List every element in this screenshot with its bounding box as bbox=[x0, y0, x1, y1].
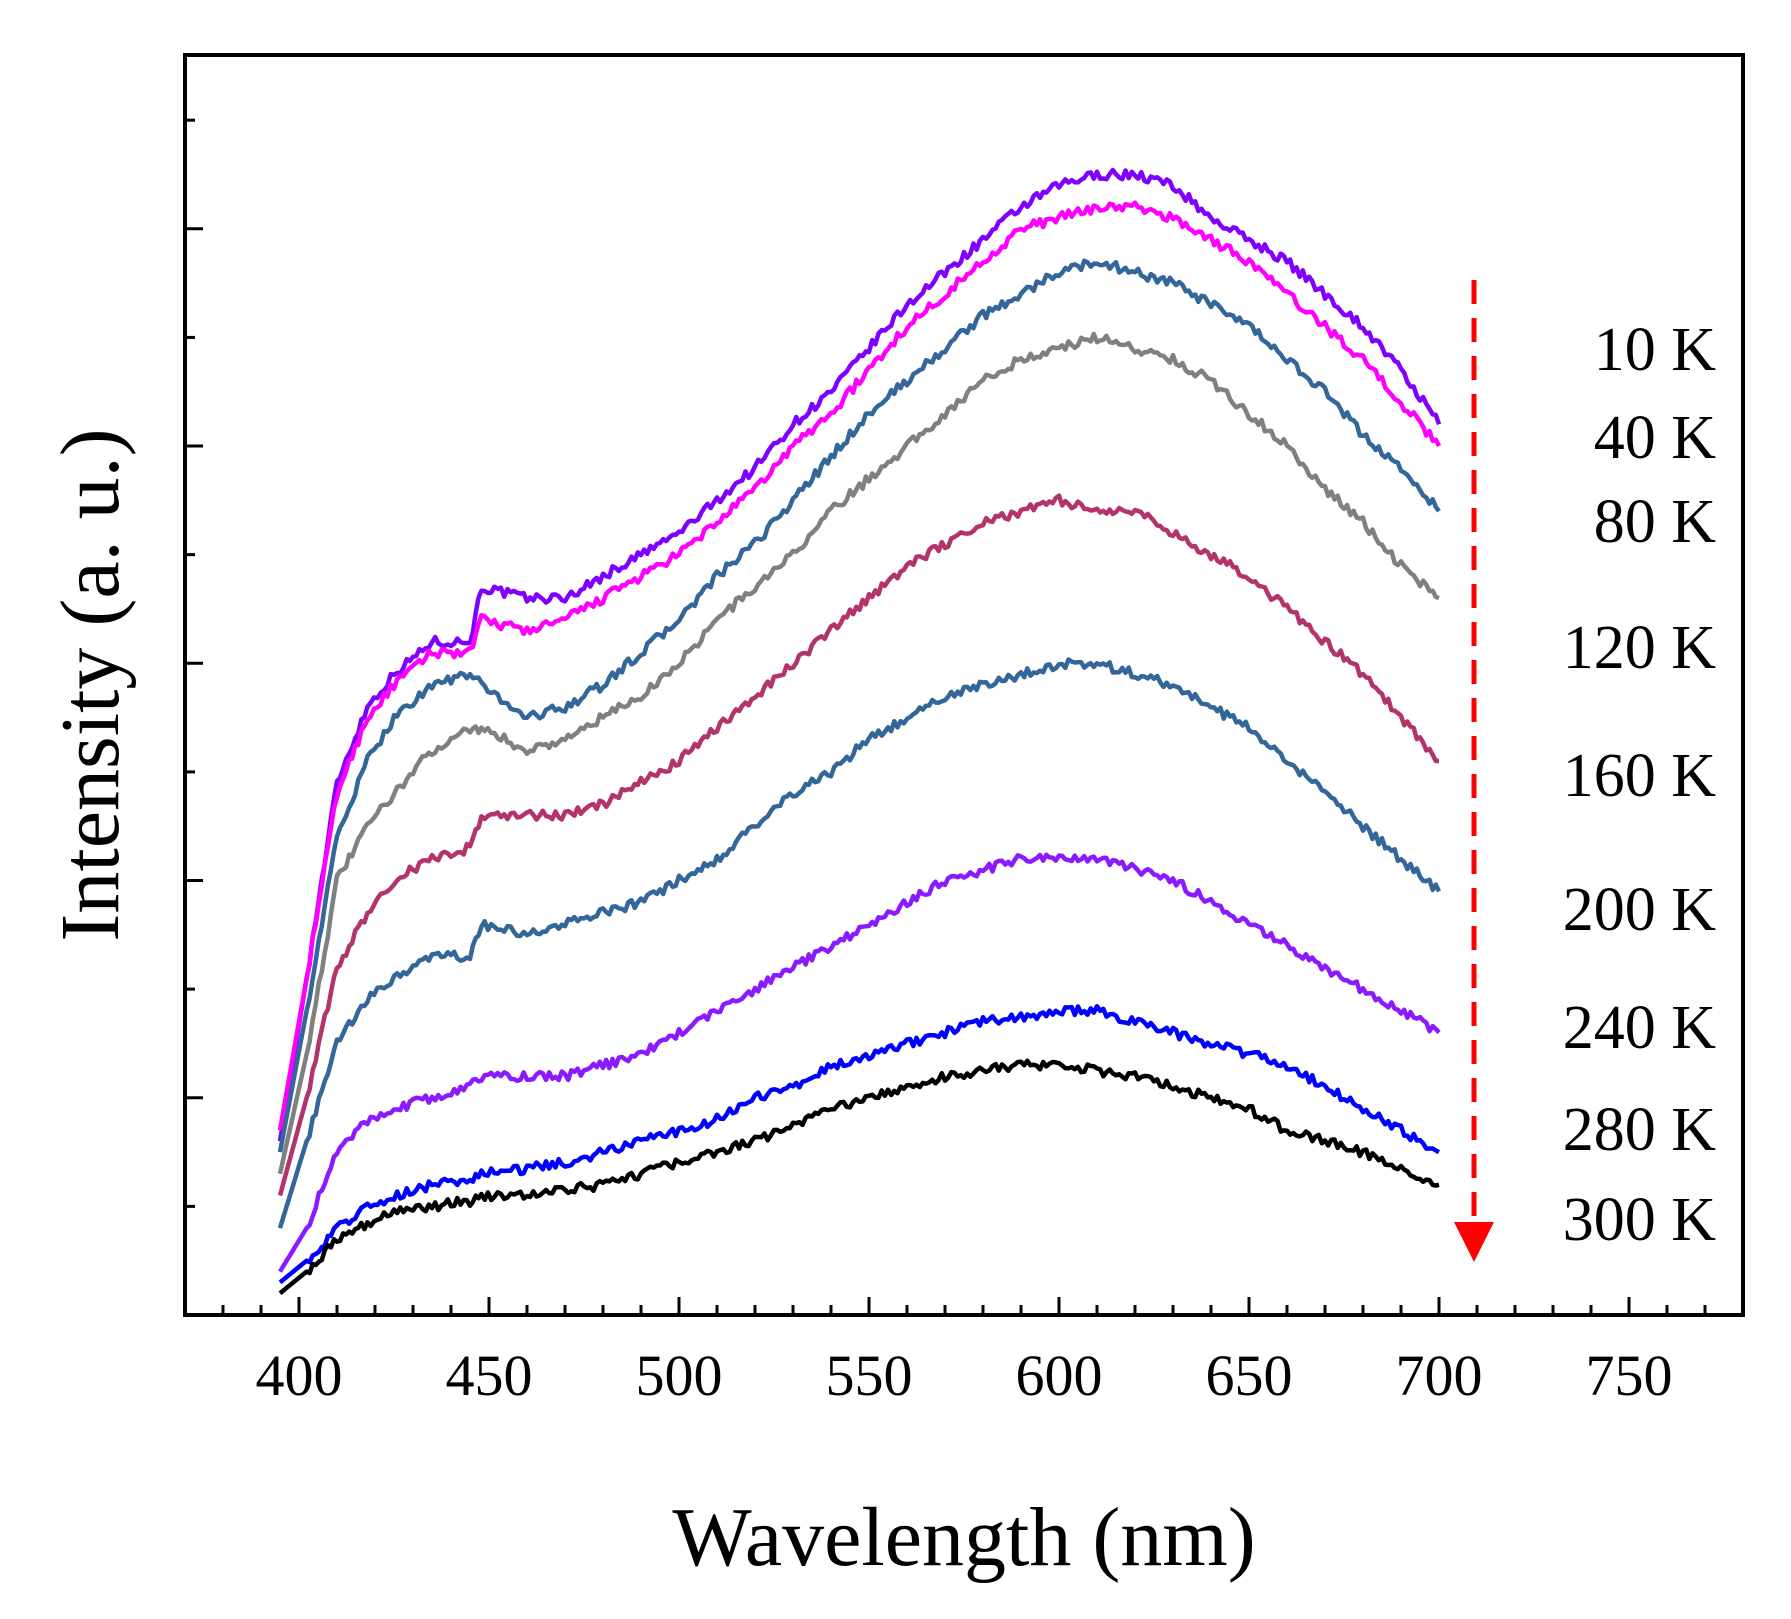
x-tick-label: 500 bbox=[636, 1343, 723, 1408]
x-tick-label: 750 bbox=[1586, 1343, 1673, 1408]
temperature-label: 300 K bbox=[1563, 1186, 1717, 1254]
x-tick-label: 400 bbox=[256, 1343, 343, 1408]
series-line-10k bbox=[277, 167, 1442, 1142]
y-axis-ticks bbox=[185, 118, 203, 1208]
series-line-300k bbox=[278, 1058, 1440, 1296]
series-line-80k bbox=[277, 258, 1441, 1153]
x-tick-label: 700 bbox=[1396, 1343, 1483, 1408]
series-line-40k bbox=[277, 200, 1442, 1131]
temperature-label: 240 K bbox=[1563, 994, 1717, 1062]
temperature-label: 200 K bbox=[1563, 876, 1717, 944]
series-line-240k bbox=[278, 852, 1441, 1273]
x-tick-label: 600 bbox=[1016, 1343, 1103, 1408]
series-line-280k bbox=[278, 1003, 1441, 1285]
temperature-label: 120 K bbox=[1563, 614, 1717, 682]
series-layer bbox=[277, 167, 1442, 1296]
y-axis-title: Intensity (a. u.) bbox=[44, 428, 137, 941]
arrow-head bbox=[1454, 1222, 1494, 1262]
temperature-label: 160 K bbox=[1563, 742, 1717, 810]
x-axis-title: Wavelength (nm) bbox=[672, 1491, 1255, 1584]
x-axis-tick-labels: 400 450 500 550 600 650 700 750 bbox=[256, 1343, 1673, 1408]
temperature-label: 280 K bbox=[1563, 1096, 1717, 1164]
x-tick-label: 650 bbox=[1206, 1343, 1293, 1408]
x-axis-ticks bbox=[221, 1297, 1707, 1315]
series-line-120k bbox=[277, 331, 1440, 1175]
series-line-160k bbox=[277, 493, 1439, 1197]
temperature-label: 40 K bbox=[1594, 404, 1717, 472]
temperature-label: 80 K bbox=[1594, 488, 1717, 556]
x-tick-label: 450 bbox=[446, 1343, 533, 1408]
series-line-200k bbox=[277, 657, 1442, 1229]
x-tick-label: 550 bbox=[826, 1343, 913, 1408]
temperature-arrow bbox=[1454, 280, 1494, 1262]
temperature-labels: 10 K 40 K 80 K 120 K 160 K 200 K 240 K 280 K 300… bbox=[1563, 316, 1717, 1254]
temperature-label: 10 K bbox=[1594, 316, 1717, 384]
plot-frame bbox=[183, 53, 1745, 1317]
